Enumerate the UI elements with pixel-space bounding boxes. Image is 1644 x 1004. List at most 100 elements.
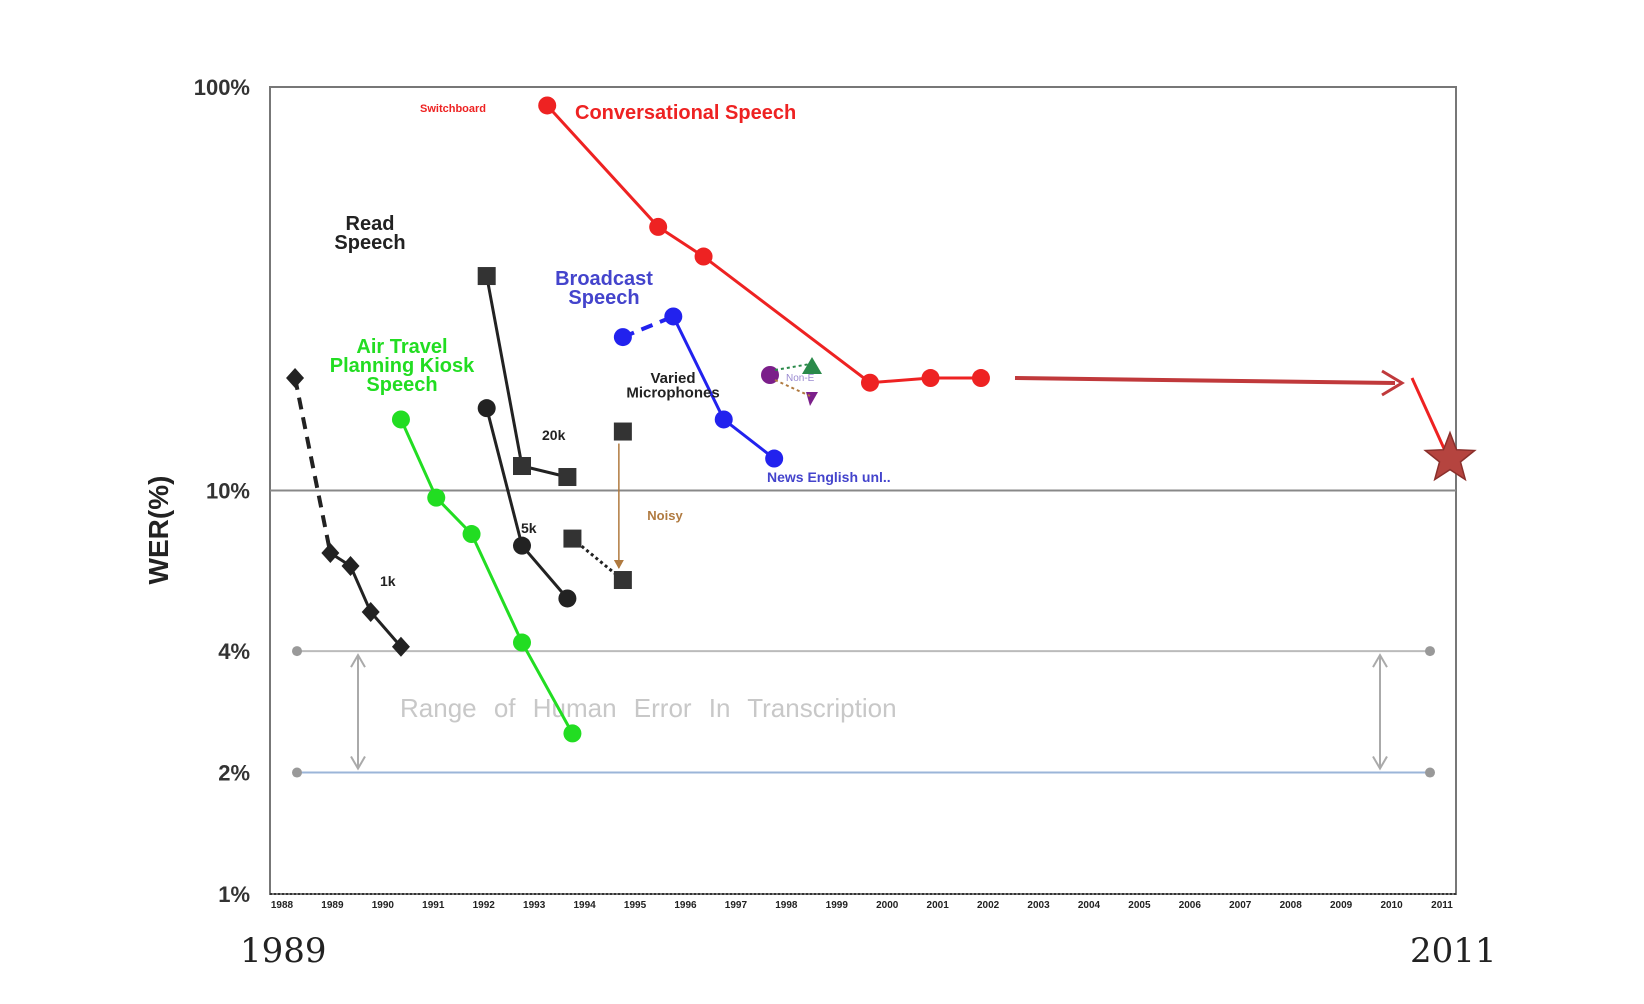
series-broadcast-speech [613, 307, 784, 468]
conversational-speech-label: Conversational Speech [575, 102, 796, 124]
x-tick-label: 1995 [624, 900, 647, 911]
x-tick-label: 1998 [775, 900, 798, 911]
x-tick-label: 1988 [271, 900, 294, 911]
series-read-speech-1k [286, 368, 410, 657]
data-point [513, 536, 531, 555]
data-point [649, 217, 668, 236]
data-point [286, 368, 305, 389]
x-tick-label: 2003 [1027, 900, 1050, 911]
data-point [558, 468, 577, 487]
x-tick-label: 2010 [1380, 900, 1403, 911]
x-tick-label: 1999 [826, 900, 849, 911]
data-point [462, 525, 481, 544]
range-endpoint [292, 646, 302, 657]
data-point [861, 373, 879, 392]
range-arrowhead [350, 653, 366, 668]
series-line-dashed [293, 377, 333, 554]
broadcast-speech-label: Broadcast Speech [555, 268, 653, 309]
x-axis-ticks: 1988 1989 1990 1991 1992 1993 1994 1995 1996 1997… [270, 893, 1456, 911]
series-layer [286, 96, 990, 743]
target-star [1423, 430, 1477, 482]
data-point [513, 633, 531, 652]
x-tick-label: 2005 [1128, 900, 1151, 911]
series-read-speech-20k [477, 267, 577, 487]
data-point [391, 636, 410, 657]
series-read-speech-5k [477, 399, 577, 608]
x-tick-label: 2009 [1330, 900, 1353, 911]
data-point [538, 96, 557, 115]
data-point [714, 410, 733, 429]
data-point [563, 724, 582, 743]
data-point [477, 399, 496, 418]
non-english-triangle [802, 357, 822, 374]
x-tick-label: 2000 [876, 900, 899, 911]
y-tick-label: 10% [206, 479, 250, 504]
air-travel-label: Air Travel Planning Kiosk Speech [330, 336, 475, 396]
x-tick-label: 2001 [927, 900, 950, 911]
y-tick-label: 1% [218, 882, 250, 907]
data-point [613, 328, 632, 347]
series-varied-microphones [563, 529, 632, 590]
x-tick-label: 2006 [1179, 900, 1202, 911]
x-tick-label: 1996 [674, 900, 697, 911]
non-english-circle [761, 366, 779, 384]
series-line-dashed [622, 314, 675, 339]
data-point [513, 457, 531, 476]
k1-label: 1k [380, 573, 396, 589]
x-tick-label: 2004 [1078, 900, 1101, 911]
y-tick-label: 4% [218, 639, 250, 664]
range-endpoint [1425, 646, 1435, 657]
human-error-range: Range of Human Error In Transcription [292, 646, 1435, 778]
x-tick-label: 1997 [725, 900, 748, 911]
x-tick-label: 2011 [1431, 900, 1453, 911]
year-start-label: 1989 [240, 931, 327, 971]
data-point [361, 601, 380, 622]
x-tick-label: 2007 [1229, 900, 1252, 911]
y-tick-label: 2% [218, 761, 250, 786]
range-label: Range of Human Error In Transcription [400, 693, 897, 723]
range-arrowhead [350, 756, 366, 771]
data-point [613, 571, 632, 590]
y-axis-label: WER(%) [143, 476, 174, 585]
varied-microphones-label: Varied Microphones [626, 370, 719, 401]
x-tick-label: 1990 [372, 900, 395, 911]
range-endpoint [292, 767, 302, 778]
x-tick-label: 1994 [573, 900, 596, 911]
data-point [558, 589, 577, 608]
data-point [321, 543, 340, 564]
news-english-label: News English unl.. [767, 469, 891, 485]
projection-drop-line [1410, 377, 1446, 450]
data-point [563, 529, 582, 548]
range-arrowhead [1372, 756, 1388, 771]
x-tick-label: 2002 [977, 900, 1000, 911]
annotations: Read Speech Air Travel Planning Kiosk Speech… [330, 102, 1477, 589]
data-point [694, 247, 713, 266]
data-point [664, 307, 683, 326]
y-tick-label: 100% [194, 75, 250, 100]
x-tick-label: 1992 [473, 900, 496, 911]
noisy-arrowhead [613, 560, 624, 570]
y-axis-ticks: 100% 10% 4% 2% 1% [194, 75, 250, 907]
data-point [391, 410, 410, 429]
read-speech-label: Read Speech [334, 213, 405, 254]
non-english-line [774, 379, 811, 397]
data-point [427, 488, 446, 507]
projection-arrow [1014, 376, 1396, 386]
k5-label: 5k [521, 520, 537, 536]
x-tick-label: 1989 [321, 900, 344, 911]
data-point [971, 369, 990, 388]
range-endpoint [1425, 767, 1435, 778]
data-point [477, 267, 496, 286]
data-point [341, 555, 360, 576]
x-tick-label: 1991 [422, 900, 445, 911]
non-english-label: Non-E [786, 373, 815, 384]
k20-label: 20k [542, 427, 566, 443]
data-point [613, 422, 632, 441]
data-point [765, 449, 784, 468]
series-noisy [613, 422, 632, 441]
noisy-label: Noisy [647, 508, 683, 523]
data-point [921, 369, 940, 388]
series-conversational-speech [538, 96, 990, 392]
series-air-travel-planning-kiosk-speech [391, 410, 582, 743]
